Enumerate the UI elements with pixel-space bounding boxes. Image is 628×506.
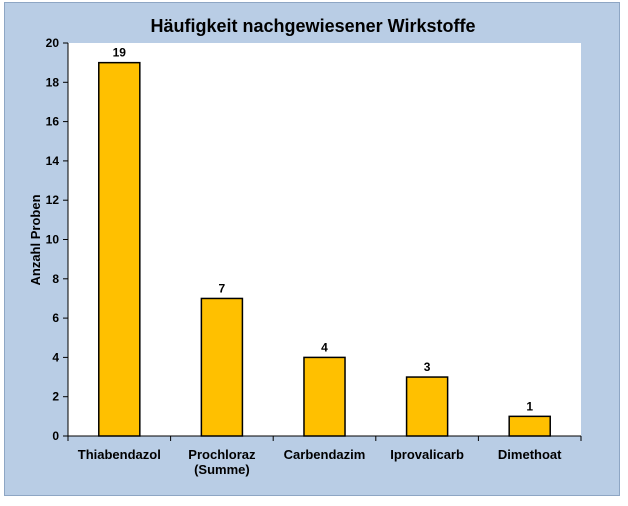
- y-axis-ticks: 0 2 4 6 8 10 12 14 16 18 20: [46, 36, 68, 443]
- category-label: Iprovalicarb: [390, 447, 464, 462]
- bar: [508, 415, 551, 437]
- category-label-line: Carbendazim: [284, 447, 366, 462]
- bar: [405, 376, 449, 437]
- x-axis-ticks: [67, 436, 582, 441]
- category-label: Thiabendazol: [78, 447, 161, 462]
- y-tick-label: 6: [52, 311, 59, 325]
- category-label-line: Iprovalicarb: [390, 447, 464, 462]
- data-labels: 19 7 4 3 1: [113, 46, 534, 414]
- category-label: Dimethoat: [498, 447, 562, 462]
- bar-series: [98, 61, 551, 437]
- y-tick-label: 0: [52, 429, 59, 443]
- y-tick-label: 12: [46, 193, 60, 207]
- chart-title: Häufigkeit nachgewiesener Wirkstoffe: [151, 16, 476, 36]
- y-tick-label: 14: [46, 154, 60, 168]
- y-tick-label: 18: [46, 75, 60, 89]
- data-label: 1: [526, 399, 533, 413]
- data-label: 4: [321, 340, 328, 354]
- data-label: 7: [219, 281, 226, 295]
- y-tick-label: 20: [46, 36, 60, 50]
- category-labels: Thiabendazol Prochloraz (Summe) Carbendazim…: [78, 447, 562, 477]
- data-label: 19: [113, 46, 127, 60]
- category-label-line: Prochloraz: [188, 447, 256, 462]
- data-label: 3: [424, 360, 431, 374]
- y-tick-label: 8: [52, 272, 59, 286]
- y-tick-label: 10: [46, 233, 60, 247]
- y-tick-label: 16: [46, 115, 60, 129]
- y-tick-label: 4: [52, 350, 59, 364]
- bar: [98, 61, 141, 437]
- y-tick-label: 2: [52, 390, 59, 404]
- category-label: Prochloraz (Summe): [188, 447, 256, 477]
- y-axis-title: Anzahl Proben: [28, 194, 43, 285]
- bar: [303, 356, 346, 437]
- bar: [200, 297, 244, 437]
- category-label-line: (Summe): [194, 462, 250, 477]
- category-label: Carbendazim: [284, 447, 366, 462]
- category-label-line: Dimethoat: [498, 447, 562, 462]
- category-label-line: Thiabendazol: [78, 447, 161, 462]
